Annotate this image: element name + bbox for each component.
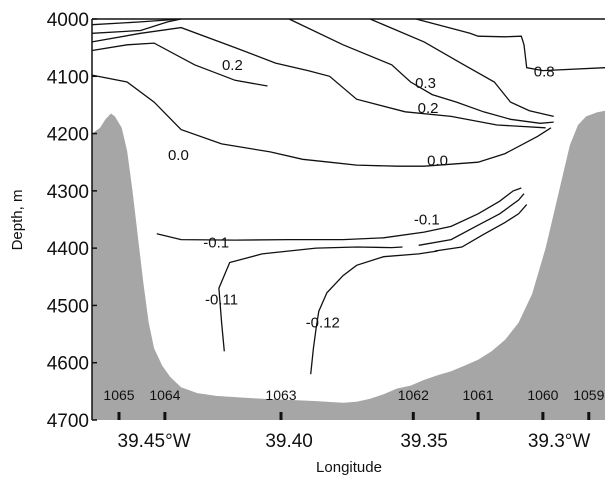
y-tick-label: 4600 (47, 354, 89, 375)
contour-label: 0.2 (418, 100, 439, 117)
contour-label: 0.2 (222, 57, 243, 74)
seafloor-area (92, 110, 605, 420)
contour-line (288, 18, 554, 124)
y-tick-label: 4000 (47, 10, 89, 31)
contour-line (310, 250, 438, 375)
station-label: 1061 (463, 387, 494, 403)
contour-line (156, 187, 522, 241)
y-tick-label: 4500 (47, 296, 89, 317)
seafloor-layer (92, 110, 605, 420)
x-axis-title: Longitude (316, 459, 382, 476)
x-tick-label: 39.40 (265, 431, 313, 452)
contour-label: -0.12 (306, 315, 340, 332)
contour-line (218, 246, 403, 352)
contour-line (91, 74, 552, 167)
contour-label: 0.8 (534, 64, 555, 81)
y-tick-label: 4300 (47, 182, 89, 203)
contour-line (369, 18, 554, 118)
station-label: 1063 (265, 387, 296, 403)
station-label: 1065 (103, 387, 134, 403)
contour-line (91, 42, 268, 87)
contour-line (91, 26, 546, 129)
contour-label: -0.1 (203, 234, 229, 251)
station-label: 1060 (527, 387, 558, 403)
x-tick-label: 39.35 (400, 431, 448, 452)
station-label: 1064 (149, 387, 180, 403)
contour-label: 0.0 (168, 147, 189, 164)
contour-label: -0.1 (414, 212, 440, 229)
contour-line (91, 18, 182, 34)
y-tick-label: 4400 (47, 239, 89, 260)
contour-label-layer: 0.8 0.3 0.2 0.2 0.0 0.0 -0.1 -0.1 -0.11 -0.12 (168, 57, 555, 332)
contour-line (91, 18, 182, 26)
contour-layer (91, 18, 606, 375)
contour-label: 0.0 (427, 153, 448, 170)
station-label: 1062 (398, 387, 429, 403)
contour-line (434, 204, 528, 252)
x-tick-label: 39.45°W (118, 431, 191, 452)
x-tick-label: 39.3°W (528, 431, 591, 452)
y-axis-title: Depth, m (9, 190, 26, 251)
y-tick-label: 4700 (47, 411, 89, 432)
y-tick-label: 4100 (47, 67, 89, 88)
contour-label: -0.11 (205, 292, 238, 309)
contour-line (418, 193, 525, 246)
contour-label: 0.3 (415, 75, 436, 92)
axes: 4000 4100 4200 4300 4400 4500 4600 4700 1065 1064… (47, 10, 605, 452)
y-tick-label: 4200 (47, 125, 89, 146)
contour-line (415, 18, 606, 72)
station-label: 1059 (573, 387, 604, 403)
